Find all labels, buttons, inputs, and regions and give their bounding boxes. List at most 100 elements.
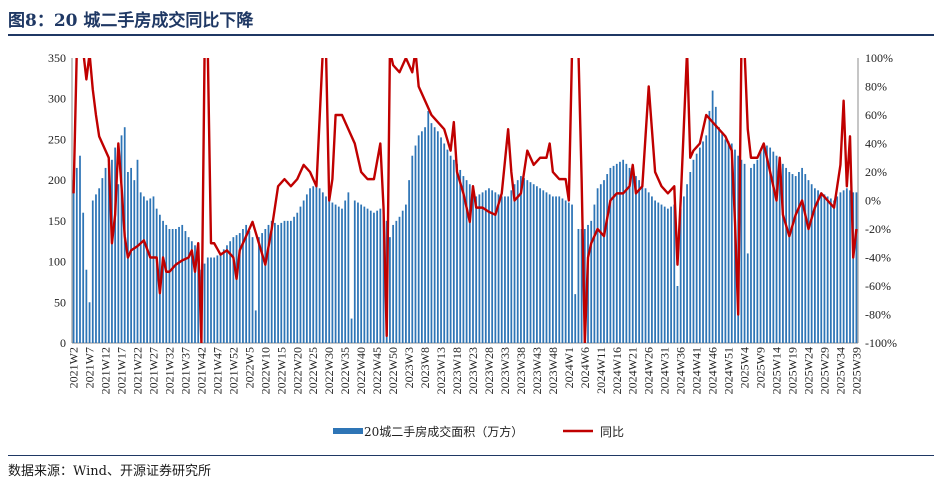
left-axis-tick-label: 200: [48, 173, 66, 187]
bar: [567, 202, 570, 343]
bar: [529, 182, 532, 343]
bar: [842, 190, 845, 343]
bar: [555, 196, 557, 343]
bar: [296, 212, 299, 343]
bar: [593, 204, 596, 343]
bar: [436, 131, 439, 343]
bar: [820, 192, 823, 343]
x-axis-tick-label: 2022W15: [274, 347, 288, 394]
bar: [740, 159, 743, 343]
x-axis-tick-label: 2023W28: [482, 347, 496, 394]
bar: [545, 192, 548, 343]
x-axis-tick-label: 2021W27: [146, 347, 160, 394]
bar: [341, 208, 343, 343]
bar: [350, 318, 353, 343]
bar: [603, 180, 605, 343]
bar: [194, 245, 196, 343]
bar: [520, 176, 522, 343]
bar: [801, 167, 803, 343]
bar: [184, 231, 187, 343]
x-axis-tick-label: 2021W52: [226, 347, 240, 394]
bar: [280, 222, 283, 343]
bar: [794, 176, 797, 343]
bar: [596, 188, 599, 343]
bar: [101, 178, 104, 343]
bar: [689, 172, 692, 343]
x-axis-tick-label: 2021W42: [194, 347, 208, 394]
x-axis-tick-label: 2023W3: [402, 347, 416, 388]
bar: [235, 235, 238, 343]
bar: [267, 224, 270, 343]
bar: [414, 145, 417, 343]
bar: [334, 204, 337, 343]
x-axis-tick-label: 2023W43: [530, 347, 544, 394]
bar: [462, 176, 465, 343]
legend-line-label: 同比: [600, 425, 624, 439]
bar: [599, 184, 602, 343]
right-axis-tick-label: -20%: [865, 222, 891, 236]
bar: [766, 145, 768, 343]
bar: [133, 180, 136, 343]
bar: [401, 210, 404, 343]
left-axis-tick-label: 100: [48, 255, 66, 269]
bar: [245, 224, 248, 343]
left-axis-tick-label: 50: [54, 295, 66, 309]
bar: [539, 188, 541, 343]
bar: [743, 163, 746, 343]
bar: [152, 196, 155, 343]
bar: [104, 167, 107, 343]
bar: [628, 167, 631, 343]
bar: [855, 192, 858, 343]
bar: [478, 194, 481, 343]
bar: [283, 220, 286, 343]
bar: [833, 200, 835, 343]
x-axis-tick-label: 2023W13: [434, 347, 448, 394]
bar: [277, 224, 279, 343]
x-axis-tick-label: 2021W17: [115, 347, 129, 394]
title-divider: [8, 34, 934, 36]
bar: [654, 200, 656, 343]
x-axis-tick-label: 2025W9: [754, 347, 768, 388]
bar: [331, 202, 334, 343]
bar: [510, 190, 513, 343]
bar: [363, 206, 366, 343]
x-axis-tick-label: 2021W22: [131, 347, 145, 394]
bar: [293, 216, 295, 343]
bar: [750, 167, 752, 343]
bar: [711, 90, 714, 343]
bar: [88, 302, 91, 343]
bar: [238, 233, 241, 343]
bar: [430, 123, 433, 343]
right-axis-tick-label: 40%: [865, 137, 887, 151]
bar: [551, 196, 554, 343]
right-axis-tick-label: -40%: [865, 251, 891, 265]
bar: [251, 237, 254, 343]
bar: [507, 196, 510, 343]
right-axis-tick-label: 100%: [865, 51, 893, 65]
x-axis-tick-label: 2024W46: [706, 347, 720, 394]
bar: [360, 204, 363, 343]
bar: [663, 206, 666, 343]
bar: [679, 208, 682, 343]
x-axis-tick-label: 2025W34: [833, 347, 847, 394]
bar: [117, 184, 120, 343]
bar: [491, 190, 494, 343]
bar: [376, 210, 379, 343]
bar: [702, 141, 704, 343]
line-series: [72, 58, 858, 343]
bar: [216, 255, 219, 343]
bar: [373, 212, 375, 343]
bar: [807, 180, 810, 343]
bar: [730, 143, 733, 343]
bar: [468, 184, 471, 343]
x-axis-tick-label: 2024W51: [722, 347, 736, 394]
bar: [813, 188, 816, 343]
bar: [417, 135, 420, 343]
bar: [759, 151, 762, 343]
bar: [721, 133, 724, 343]
bar: [670, 206, 672, 343]
source-divider: [8, 455, 934, 456]
bar: [130, 167, 132, 343]
bar: [532, 184, 535, 343]
bar: [75, 167, 78, 343]
